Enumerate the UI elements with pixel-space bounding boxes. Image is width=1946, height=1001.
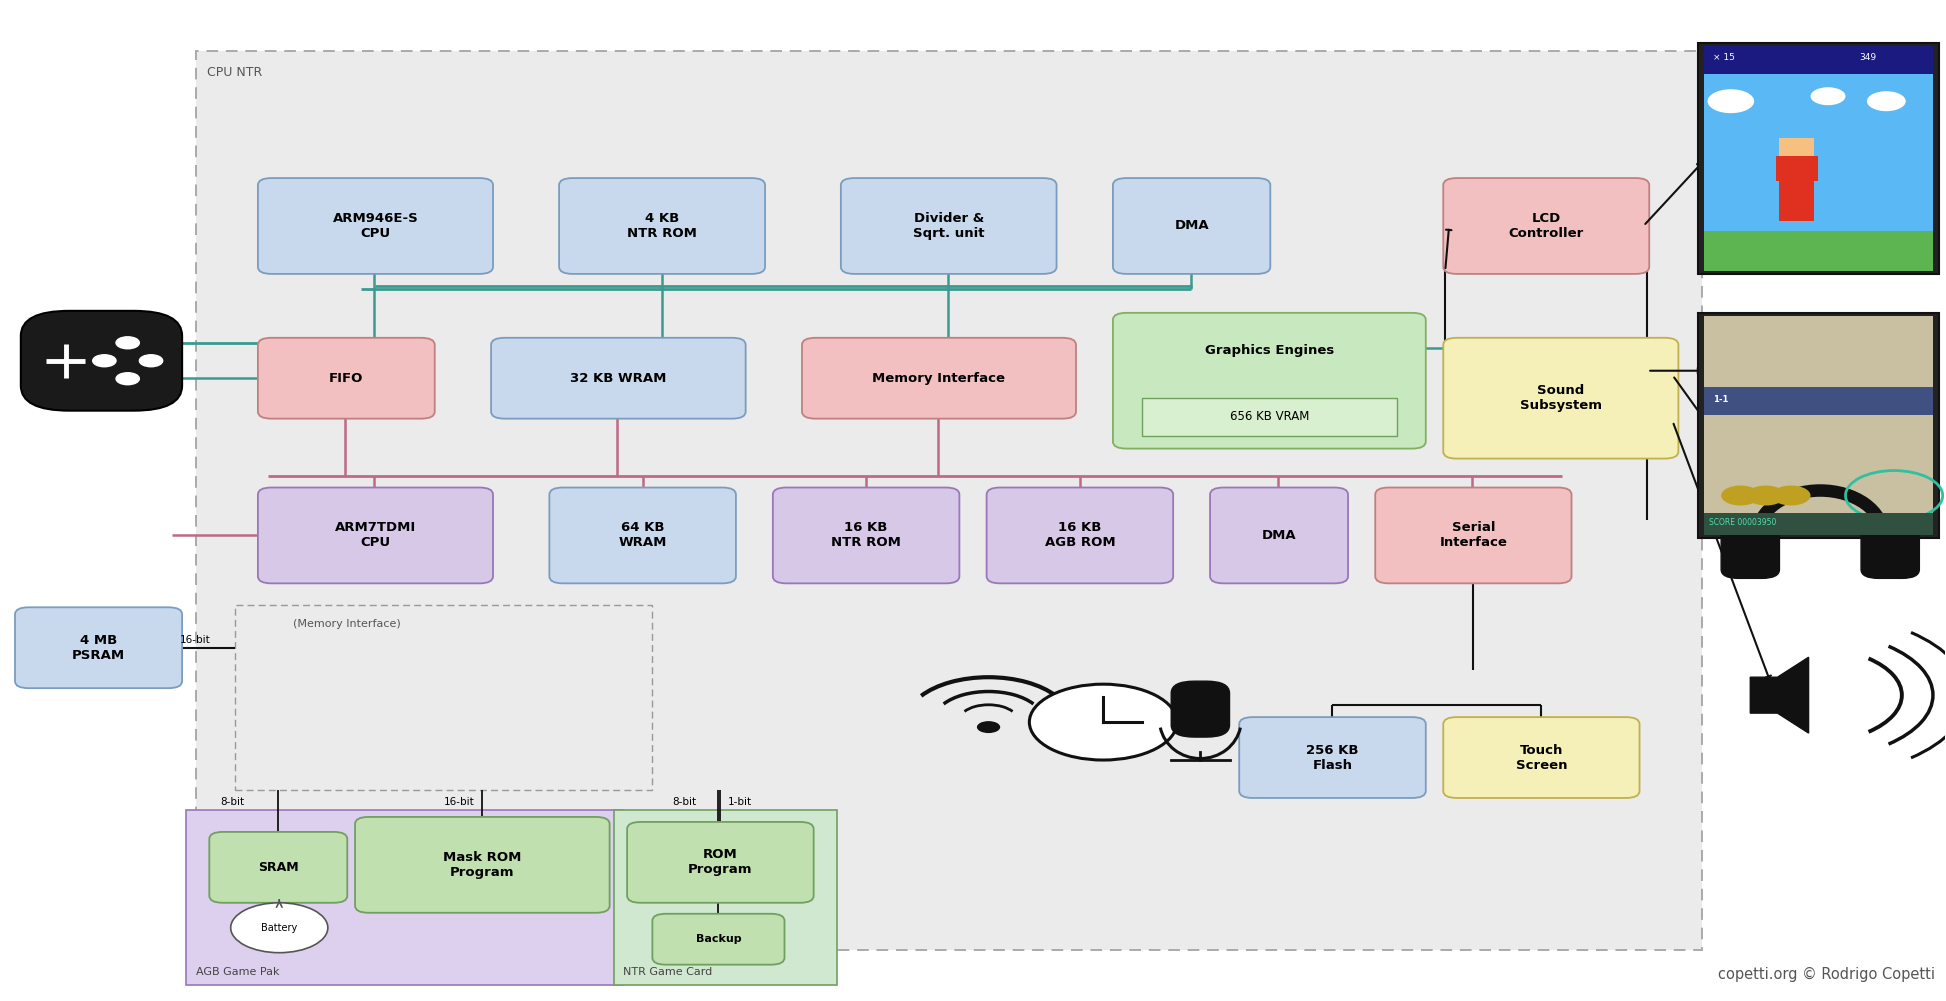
Bar <box>1779 138 1814 156</box>
FancyBboxPatch shape <box>987 487 1173 584</box>
FancyBboxPatch shape <box>1113 313 1426 448</box>
Text: FIFO: FIFO <box>329 371 364 384</box>
Bar <box>1703 231 1932 271</box>
Circle shape <box>117 336 140 348</box>
Text: Divider &
Sqrt. unit: Divider & Sqrt. unit <box>913 212 985 240</box>
Bar <box>1775 156 1818 181</box>
FancyBboxPatch shape <box>259 178 492 274</box>
FancyBboxPatch shape <box>773 487 959 584</box>
FancyBboxPatch shape <box>490 337 745 418</box>
FancyBboxPatch shape <box>354 817 609 913</box>
FancyBboxPatch shape <box>210 832 346 903</box>
Text: 16-bit: 16-bit <box>444 797 475 807</box>
Bar <box>197 51 1701 950</box>
FancyBboxPatch shape <box>1240 717 1426 798</box>
FancyBboxPatch shape <box>1444 717 1640 798</box>
Circle shape <box>1707 89 1753 113</box>
FancyBboxPatch shape <box>549 487 736 584</box>
FancyBboxPatch shape <box>1113 178 1271 274</box>
Bar <box>1142 397 1397 435</box>
Bar <box>1703 46 1932 74</box>
Text: ARM7TDMI
CPU: ARM7TDMI CPU <box>335 522 416 550</box>
Text: 349: 349 <box>1858 53 1876 62</box>
FancyBboxPatch shape <box>1720 523 1779 579</box>
Text: DMA: DMA <box>1173 219 1208 232</box>
Text: CPU NTR: CPU NTR <box>208 66 263 79</box>
Text: SCORE 00003950: SCORE 00003950 <box>1709 519 1777 528</box>
Bar <box>187 810 623 985</box>
Text: ROM
Program: ROM Program <box>689 849 753 876</box>
Text: LCD
Controller: LCD Controller <box>1508 212 1584 240</box>
Text: Serial
Interface: Serial Interface <box>1440 522 1508 550</box>
Text: × 15: × 15 <box>1712 53 1736 62</box>
Bar <box>1703 46 1932 271</box>
Text: 16 KB
AGB ROM: 16 KB AGB ROM <box>1045 522 1115 550</box>
Text: 1-1: 1-1 <box>1712 394 1728 403</box>
Bar <box>235 606 652 790</box>
Text: SRAM: SRAM <box>259 861 298 874</box>
Text: NTR Game Card: NTR Game Card <box>623 967 712 977</box>
Text: copetti.org © Rodrigo Copetti: copetti.org © Rodrigo Copetti <box>1718 967 1934 982</box>
Text: 656 KB VRAM: 656 KB VRAM <box>1230 410 1310 423</box>
Text: 256 KB
Flash: 256 KB Flash <box>1306 744 1358 772</box>
Text: 16-bit: 16-bit <box>181 635 210 645</box>
Bar <box>1703 316 1932 536</box>
FancyBboxPatch shape <box>1376 487 1572 584</box>
Bar <box>1703 514 1932 536</box>
Circle shape <box>1810 87 1845 105</box>
FancyBboxPatch shape <box>802 337 1076 418</box>
Bar <box>1697 43 1938 274</box>
Bar <box>1697 313 1938 539</box>
Circle shape <box>1866 91 1905 111</box>
FancyBboxPatch shape <box>21 311 183 410</box>
Text: Graphics Engines: Graphics Engines <box>1205 344 1333 357</box>
Text: (Memory Interface): (Memory Interface) <box>292 620 401 630</box>
FancyBboxPatch shape <box>652 914 784 965</box>
Text: Battery: Battery <box>261 923 298 933</box>
Circle shape <box>1746 485 1784 506</box>
Polygon shape <box>1749 658 1808 733</box>
FancyBboxPatch shape <box>1171 681 1230 737</box>
Text: Backup: Backup <box>695 934 741 944</box>
Text: ARM946E-S
CPU: ARM946E-S CPU <box>333 212 418 240</box>
Circle shape <box>93 354 117 366</box>
Circle shape <box>1771 485 1810 506</box>
Bar <box>1703 386 1932 414</box>
Bar <box>1779 181 1814 221</box>
Text: DMA: DMA <box>1261 529 1296 542</box>
FancyBboxPatch shape <box>16 608 183 688</box>
FancyBboxPatch shape <box>1444 337 1677 458</box>
FancyBboxPatch shape <box>841 178 1057 274</box>
Circle shape <box>140 354 163 366</box>
FancyBboxPatch shape <box>1210 487 1349 584</box>
Text: 32 KB WRAM: 32 KB WRAM <box>570 371 667 384</box>
Bar <box>613 810 837 985</box>
Circle shape <box>1720 485 1759 506</box>
FancyBboxPatch shape <box>1444 178 1650 274</box>
Text: Touch
Screen: Touch Screen <box>1516 744 1567 772</box>
Circle shape <box>232 903 327 953</box>
FancyBboxPatch shape <box>559 178 765 274</box>
Circle shape <box>117 372 140 384</box>
Text: 4 KB
NTR ROM: 4 KB NTR ROM <box>627 212 697 240</box>
Text: Sound
Subsystem: Sound Subsystem <box>1520 384 1602 412</box>
Text: 4 MB
PSRAM: 4 MB PSRAM <box>72 634 125 662</box>
Text: Mask ROM
Program: Mask ROM Program <box>444 851 522 879</box>
Text: 8-bit: 8-bit <box>671 797 697 807</box>
Text: 16 KB
NTR ROM: 16 KB NTR ROM <box>831 522 901 550</box>
FancyBboxPatch shape <box>259 487 492 584</box>
Text: Memory Interface: Memory Interface <box>872 371 1006 384</box>
FancyBboxPatch shape <box>259 337 434 418</box>
Text: AGB Game Pak: AGB Game Pak <box>197 967 278 977</box>
FancyBboxPatch shape <box>627 822 813 903</box>
Circle shape <box>1029 684 1177 760</box>
FancyBboxPatch shape <box>1860 523 1919 579</box>
Text: 8-bit: 8-bit <box>220 797 243 807</box>
Text: 1-bit: 1-bit <box>728 797 753 807</box>
Circle shape <box>977 721 1000 733</box>
Text: 64 KB
WRAM: 64 KB WRAM <box>619 522 667 550</box>
